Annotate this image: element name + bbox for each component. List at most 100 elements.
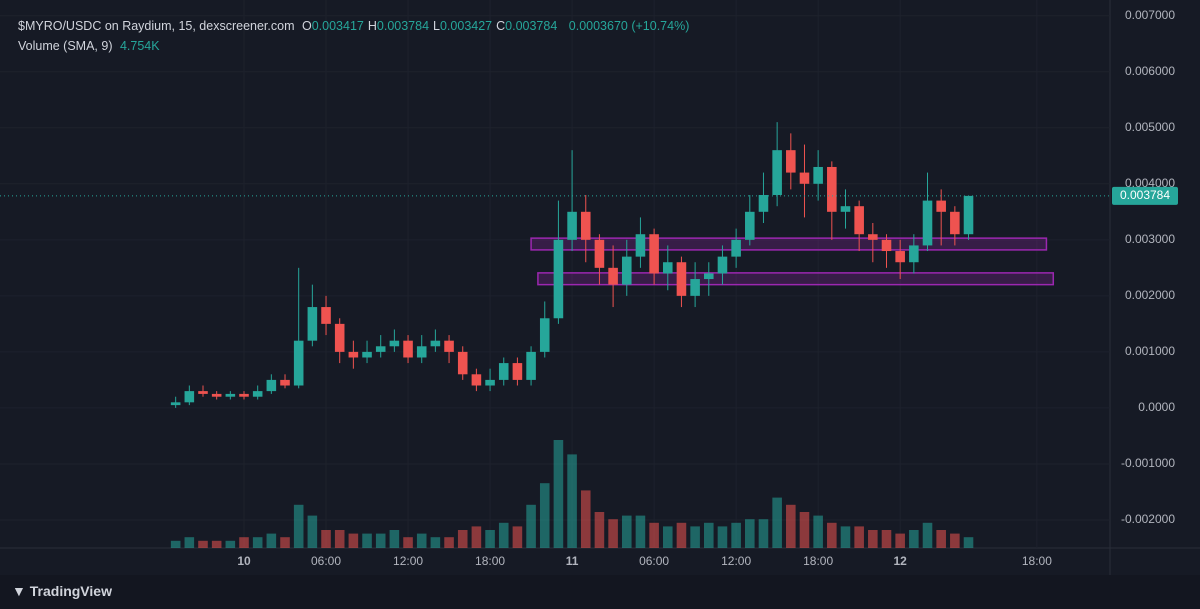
brand: ▼ TradingView: [12, 583, 112, 599]
volume-bar: [731, 522, 741, 548]
volume-bar: [170, 540, 181, 548]
volume-bar: [635, 515, 646, 548]
volume-bar: [307, 515, 318, 548]
volume-bar: [690, 526, 700, 548]
candle-body: [266, 379, 277, 392]
candle-body: [881, 239, 892, 252]
candle-body: [895, 251, 905, 263]
candle-body: [498, 363, 509, 380]
candle-body: [717, 256, 728, 274]
volume-bar: [457, 530, 468, 548]
ohlc: O0.003417 H0.003784 L0.003427 C0.003784: [302, 19, 561, 33]
volume-bar: [485, 530, 495, 548]
volume-bar: [854, 526, 864, 548]
candle-body: [239, 393, 249, 397]
volume-bar: [786, 504, 796, 548]
candle-body: [649, 234, 659, 274]
candle-body: [471, 374, 482, 386]
y-tick-label: 0.007000: [1125, 8, 1175, 22]
candle-body: [635, 234, 646, 257]
y-tick-label: 0.003000: [1125, 232, 1175, 246]
x-tick-label: 11: [566, 554, 579, 568]
brand-name: TradingView: [29, 583, 112, 599]
ohlc-label: L: [433, 19, 440, 33]
volume-bar: [608, 519, 618, 548]
volume-bar: [198, 540, 208, 548]
candle-body: [772, 150, 782, 195]
candle-body: [198, 391, 208, 394]
candle-body: [430, 340, 441, 347]
candle-body: [621, 256, 632, 285]
candle-body: [348, 351, 359, 358]
volume-bar: [375, 533, 386, 548]
x-tick-label: 12: [893, 554, 907, 568]
volume-sma: 4.754K: [119, 39, 160, 53]
legend-row: $MYRO/USDC on Raydium, 15, dexscreener.c…: [18, 16, 693, 36]
volume-bar: [293, 504, 304, 548]
y-tick-label: 0.004000: [1125, 176, 1175, 190]
volume-bar: [662, 526, 673, 548]
candle-body: [827, 166, 837, 212]
volume-bar: [389, 530, 400, 548]
volume-bar: [567, 454, 577, 548]
candle-body: [553, 239, 564, 319]
volume-bar: [539, 483, 550, 548]
candle-body: [731, 239, 741, 257]
candle-body: [362, 351, 372, 358]
candle-body: [813, 166, 823, 184]
volume-bar: [717, 526, 728, 548]
candle-body: [293, 340, 304, 386]
volume-bar: [963, 537, 974, 548]
candle-body: [334, 323, 345, 352]
candle-body: [758, 194, 769, 212]
volume-bar: [239, 537, 249, 548]
y-tick-label: -0.002000: [1121, 512, 1175, 526]
ohlc-label: C: [496, 19, 506, 33]
candle-body: [252, 391, 263, 397]
candle-body: [225, 393, 236, 397]
zone: [537, 272, 1055, 286]
x-tick-label: 06:00: [311, 554, 341, 568]
candle-body: [416, 346, 427, 358]
symbol-title: $MYRO/USDC on Raydium, 15, dexscreener.c…: [18, 19, 295, 33]
volume-bar: [799, 512, 810, 548]
candle-body: [676, 262, 687, 296]
volume-bar: [321, 530, 331, 548]
volume-bar: [252, 537, 263, 548]
volume-bar: [280, 537, 290, 548]
volume-bar: [580, 490, 591, 548]
volume-bar: [704, 522, 714, 548]
volume-bar: [758, 519, 769, 548]
candle-body: [485, 379, 495, 386]
candle-body: [662, 262, 673, 274]
volume-bar: [334, 530, 345, 548]
volume-bar: [745, 519, 755, 548]
candle-body: [389, 340, 400, 347]
x-tick-label: 12:00: [721, 554, 751, 568]
candle-body: [704, 273, 714, 280]
volume-bar: [895, 533, 905, 548]
volume-bar: [909, 530, 919, 548]
volume-bar: [676, 522, 687, 548]
candle-body: [909, 245, 919, 263]
candle-body: [375, 346, 386, 352]
candle-body: [799, 172, 810, 184]
last-price-tag: [1112, 186, 1178, 205]
candle-body: [526, 351, 536, 380]
volume-bar: [362, 533, 372, 548]
ohlc-value: 0.003784: [376, 19, 430, 33]
legend: $MYRO/USDC on Raydium, 15, dexscreener.c…: [18, 16, 693, 56]
y-tick-label: 0.001000: [1125, 344, 1175, 358]
y-tick-label: 0.002000: [1125, 288, 1175, 302]
volume-bar: [211, 540, 222, 548]
volume-bar: [813, 515, 823, 548]
candle-body: [444, 340, 454, 352]
volume-bar: [922, 522, 933, 548]
volume-bar: [594, 512, 605, 548]
x-tick-label: 10: [237, 554, 251, 568]
zone: [530, 237, 1048, 251]
volume-bar: [553, 440, 564, 548]
candle-body: [457, 351, 468, 375]
